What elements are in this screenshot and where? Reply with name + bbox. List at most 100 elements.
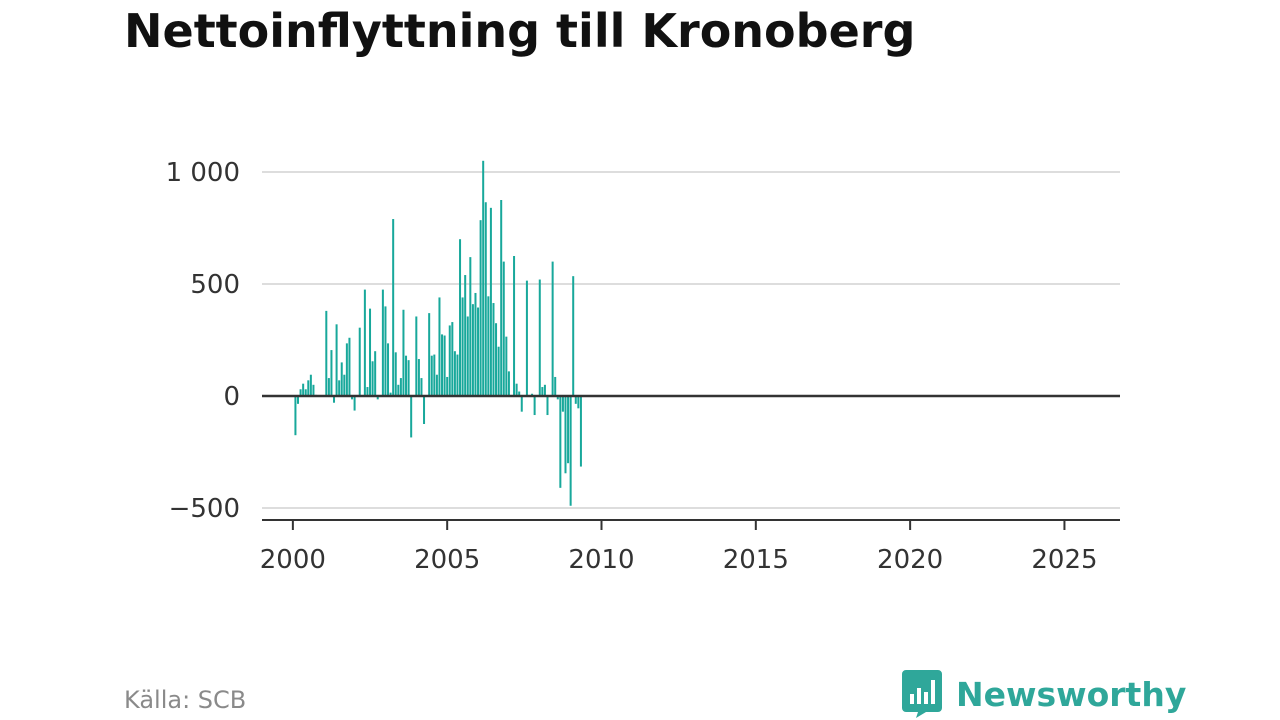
- x-tick-label: 2025: [1031, 545, 1097, 575]
- bar: [572, 276, 575, 396]
- bar: [343, 374, 346, 396]
- newsworthy-logo: Newsworthy: [902, 670, 1186, 718]
- y-tick-label: 1 000: [166, 158, 240, 188]
- bar: [330, 350, 333, 396]
- bar: [389, 392, 392, 396]
- bar: [394, 352, 397, 396]
- bar: [358, 327, 361, 396]
- bar: [397, 384, 400, 396]
- bar: [304, 389, 307, 396]
- y-tick-label: −500: [169, 494, 240, 524]
- bar: [407, 360, 410, 396]
- bar: [492, 303, 495, 396]
- bar: [495, 323, 498, 396]
- bar: [435, 374, 438, 396]
- bar: [363, 289, 366, 396]
- bar: [410, 396, 413, 438]
- bar: [577, 396, 580, 409]
- bar: [497, 346, 500, 396]
- bar: [387, 343, 390, 396]
- x-tick-labels: 2000 2005 2010 2015 2020 2025: [260, 545, 1098, 575]
- x-tick-label: 2000: [260, 545, 326, 575]
- source-note: Källa: SCB: [124, 686, 247, 714]
- bar: [327, 378, 330, 396]
- bar: [312, 384, 315, 396]
- bar: [415, 316, 418, 396]
- grid-lines: [262, 171, 1120, 509]
- bar: [369, 308, 372, 396]
- bar: [479, 220, 482, 396]
- brand-name: Newsworthy: [956, 674, 1187, 714]
- bar: [340, 362, 343, 396]
- bar: [443, 335, 446, 396]
- bar: [546, 396, 549, 416]
- bar: [302, 383, 305, 396]
- bar: [464, 275, 467, 396]
- bar: [428, 313, 431, 396]
- bar: [489, 207, 492, 396]
- bar: [482, 160, 485, 396]
- bar: [515, 383, 518, 396]
- bar: [551, 261, 554, 396]
- bar: [417, 359, 420, 396]
- y-tick-label: 0: [223, 382, 240, 412]
- bar: [469, 257, 472, 396]
- bar: [381, 289, 384, 396]
- bar: [533, 396, 536, 416]
- y-tick-label: 500: [190, 270, 240, 300]
- bar: [399, 378, 402, 396]
- bar: [471, 304, 474, 396]
- bar: [374, 351, 377, 396]
- bar: [513, 256, 516, 396]
- x-tick-label: 2010: [568, 545, 634, 575]
- x-tick-label: 2015: [723, 545, 789, 575]
- bar: [348, 337, 351, 396]
- bar: [376, 396, 379, 400]
- bar: [423, 396, 426, 424]
- bar: [307, 380, 310, 396]
- bar: [453, 351, 456, 396]
- bar: [569, 396, 572, 506]
- bar: [371, 361, 374, 396]
- bar: [433, 354, 436, 396]
- bar: [297, 396, 300, 404]
- bar: [487, 296, 490, 396]
- bar: [430, 355, 433, 396]
- bar: [541, 387, 544, 396]
- newsworthy-logo-icon: [902, 670, 942, 718]
- bar: [484, 202, 487, 396]
- bar: [561, 396, 564, 412]
- bar: [299, 389, 302, 396]
- bar: [500, 200, 503, 396]
- bar: [474, 292, 477, 396]
- bar: [543, 384, 546, 396]
- bar: [477, 307, 480, 396]
- bar: [384, 306, 387, 396]
- y-tick-labels: 1 000 500 0 −500: [166, 158, 240, 524]
- bar: [338, 380, 341, 396]
- bar: [502, 261, 505, 396]
- bar: [579, 396, 582, 467]
- bar: [309, 374, 312, 396]
- x-tick-label: 2020: [877, 545, 943, 575]
- bar: [507, 371, 510, 396]
- bar: [567, 396, 570, 464]
- bar: [564, 396, 567, 474]
- bar: [554, 376, 557, 396]
- chart-title: Nettoinflyttning till Kronoberg: [124, 4, 916, 58]
- bars: [294, 160, 582, 506]
- bar: [446, 376, 449, 396]
- bar: [351, 396, 354, 400]
- bar: [325, 310, 328, 396]
- bar: [294, 396, 297, 436]
- bar: [345, 343, 348, 396]
- bar: [438, 297, 441, 396]
- bar: [392, 219, 395, 396]
- bar: [538, 279, 541, 396]
- bar: [441, 334, 444, 396]
- bar: [505, 336, 508, 396]
- bar: [574, 396, 577, 404]
- bar: [448, 325, 451, 396]
- bar: [402, 309, 405, 396]
- bar: [456, 354, 459, 396]
